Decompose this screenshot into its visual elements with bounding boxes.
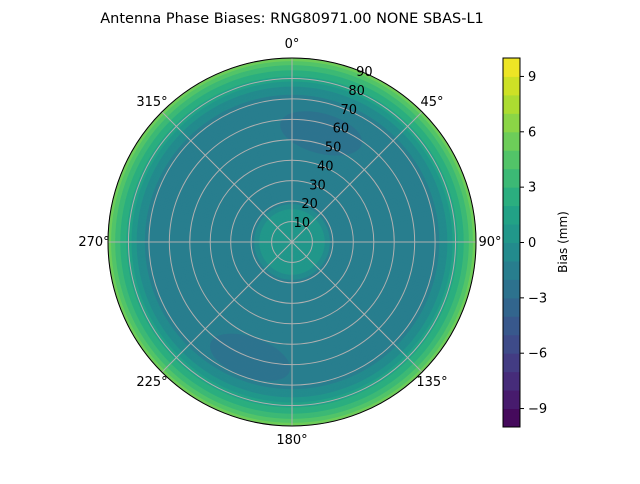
colorbar-tick-label: 3 xyxy=(528,181,536,196)
colorbar-tick-label: 6 xyxy=(528,125,536,140)
colorbar-band xyxy=(503,279,520,299)
colorbar-band xyxy=(503,334,520,354)
colorbar-band xyxy=(503,390,520,410)
angular-gridline xyxy=(291,111,423,243)
colorbar-band xyxy=(503,316,520,336)
chart-title: Antenna Phase Biases: RNG80971.00 NONE S… xyxy=(100,11,484,27)
angular-tick-label: 0° xyxy=(285,37,300,52)
polar-grid xyxy=(107,57,477,427)
radial-tick-label: 70 xyxy=(340,103,357,118)
colorbar-label: Bias (mm) xyxy=(556,211,570,273)
angular-tick-label: 135° xyxy=(416,375,447,390)
contour-minimum xyxy=(280,111,363,156)
angular-tick-label: 315° xyxy=(136,95,167,110)
colorbar: 9 6 3 0 −3 −6 −9 xyxy=(502,57,547,428)
angular-gridline xyxy=(291,241,423,373)
angular-gridline xyxy=(161,241,293,373)
colorbar-band xyxy=(503,371,520,391)
radial-tick-label: 20 xyxy=(301,197,318,212)
colorbar-band xyxy=(503,168,520,188)
colorbar-band xyxy=(503,113,520,133)
colorbar-band xyxy=(503,205,520,225)
colorbar-band xyxy=(503,187,520,207)
angular-tick-labels: 0° 45° 90° 135° 180° 225° 270° 315° xyxy=(78,37,501,448)
colorbar-band xyxy=(503,297,520,317)
colorbar-tick-label: −3 xyxy=(528,291,547,306)
radial-tick-label: 50 xyxy=(325,141,342,156)
angular-gridline xyxy=(161,111,293,243)
radial-tick-label: 10 xyxy=(294,216,311,231)
colorbar-band xyxy=(503,150,520,170)
angular-tick-label: 270° xyxy=(78,235,109,250)
radial-tick-label: 30 xyxy=(309,178,326,193)
colorbar-band xyxy=(503,224,520,243)
colorbar-band xyxy=(503,131,520,151)
radial-tick-label: 80 xyxy=(348,84,365,99)
colorbar-band xyxy=(503,76,520,96)
polar-frame xyxy=(107,57,477,427)
radial-tick-label: 40 xyxy=(317,159,334,174)
radial-tick-label: 60 xyxy=(333,122,350,137)
colorbar-tick-label: 9 xyxy=(528,70,536,85)
colorbar-tick-label: −6 xyxy=(528,347,547,362)
angular-tick-label: 90° xyxy=(478,235,501,250)
colorbar-band xyxy=(503,260,520,280)
colorbar-band xyxy=(503,408,520,428)
angular-tick-label: 180° xyxy=(276,433,307,448)
colorbar-band xyxy=(503,94,520,114)
colorbar-band xyxy=(503,58,520,77)
angular-tick-label: 225° xyxy=(136,375,167,390)
colorbar-tick-label: −9 xyxy=(528,402,547,417)
colorbar-band xyxy=(503,353,520,373)
radial-tick-labels: 10 20 30 40 50 60 70 80 90 xyxy=(294,65,373,231)
angular-tick-label: 45° xyxy=(420,95,443,110)
colorbar-band xyxy=(503,242,520,262)
colorbar-tick-label: 0 xyxy=(528,236,536,251)
radial-tick-label: 90 xyxy=(356,65,373,80)
